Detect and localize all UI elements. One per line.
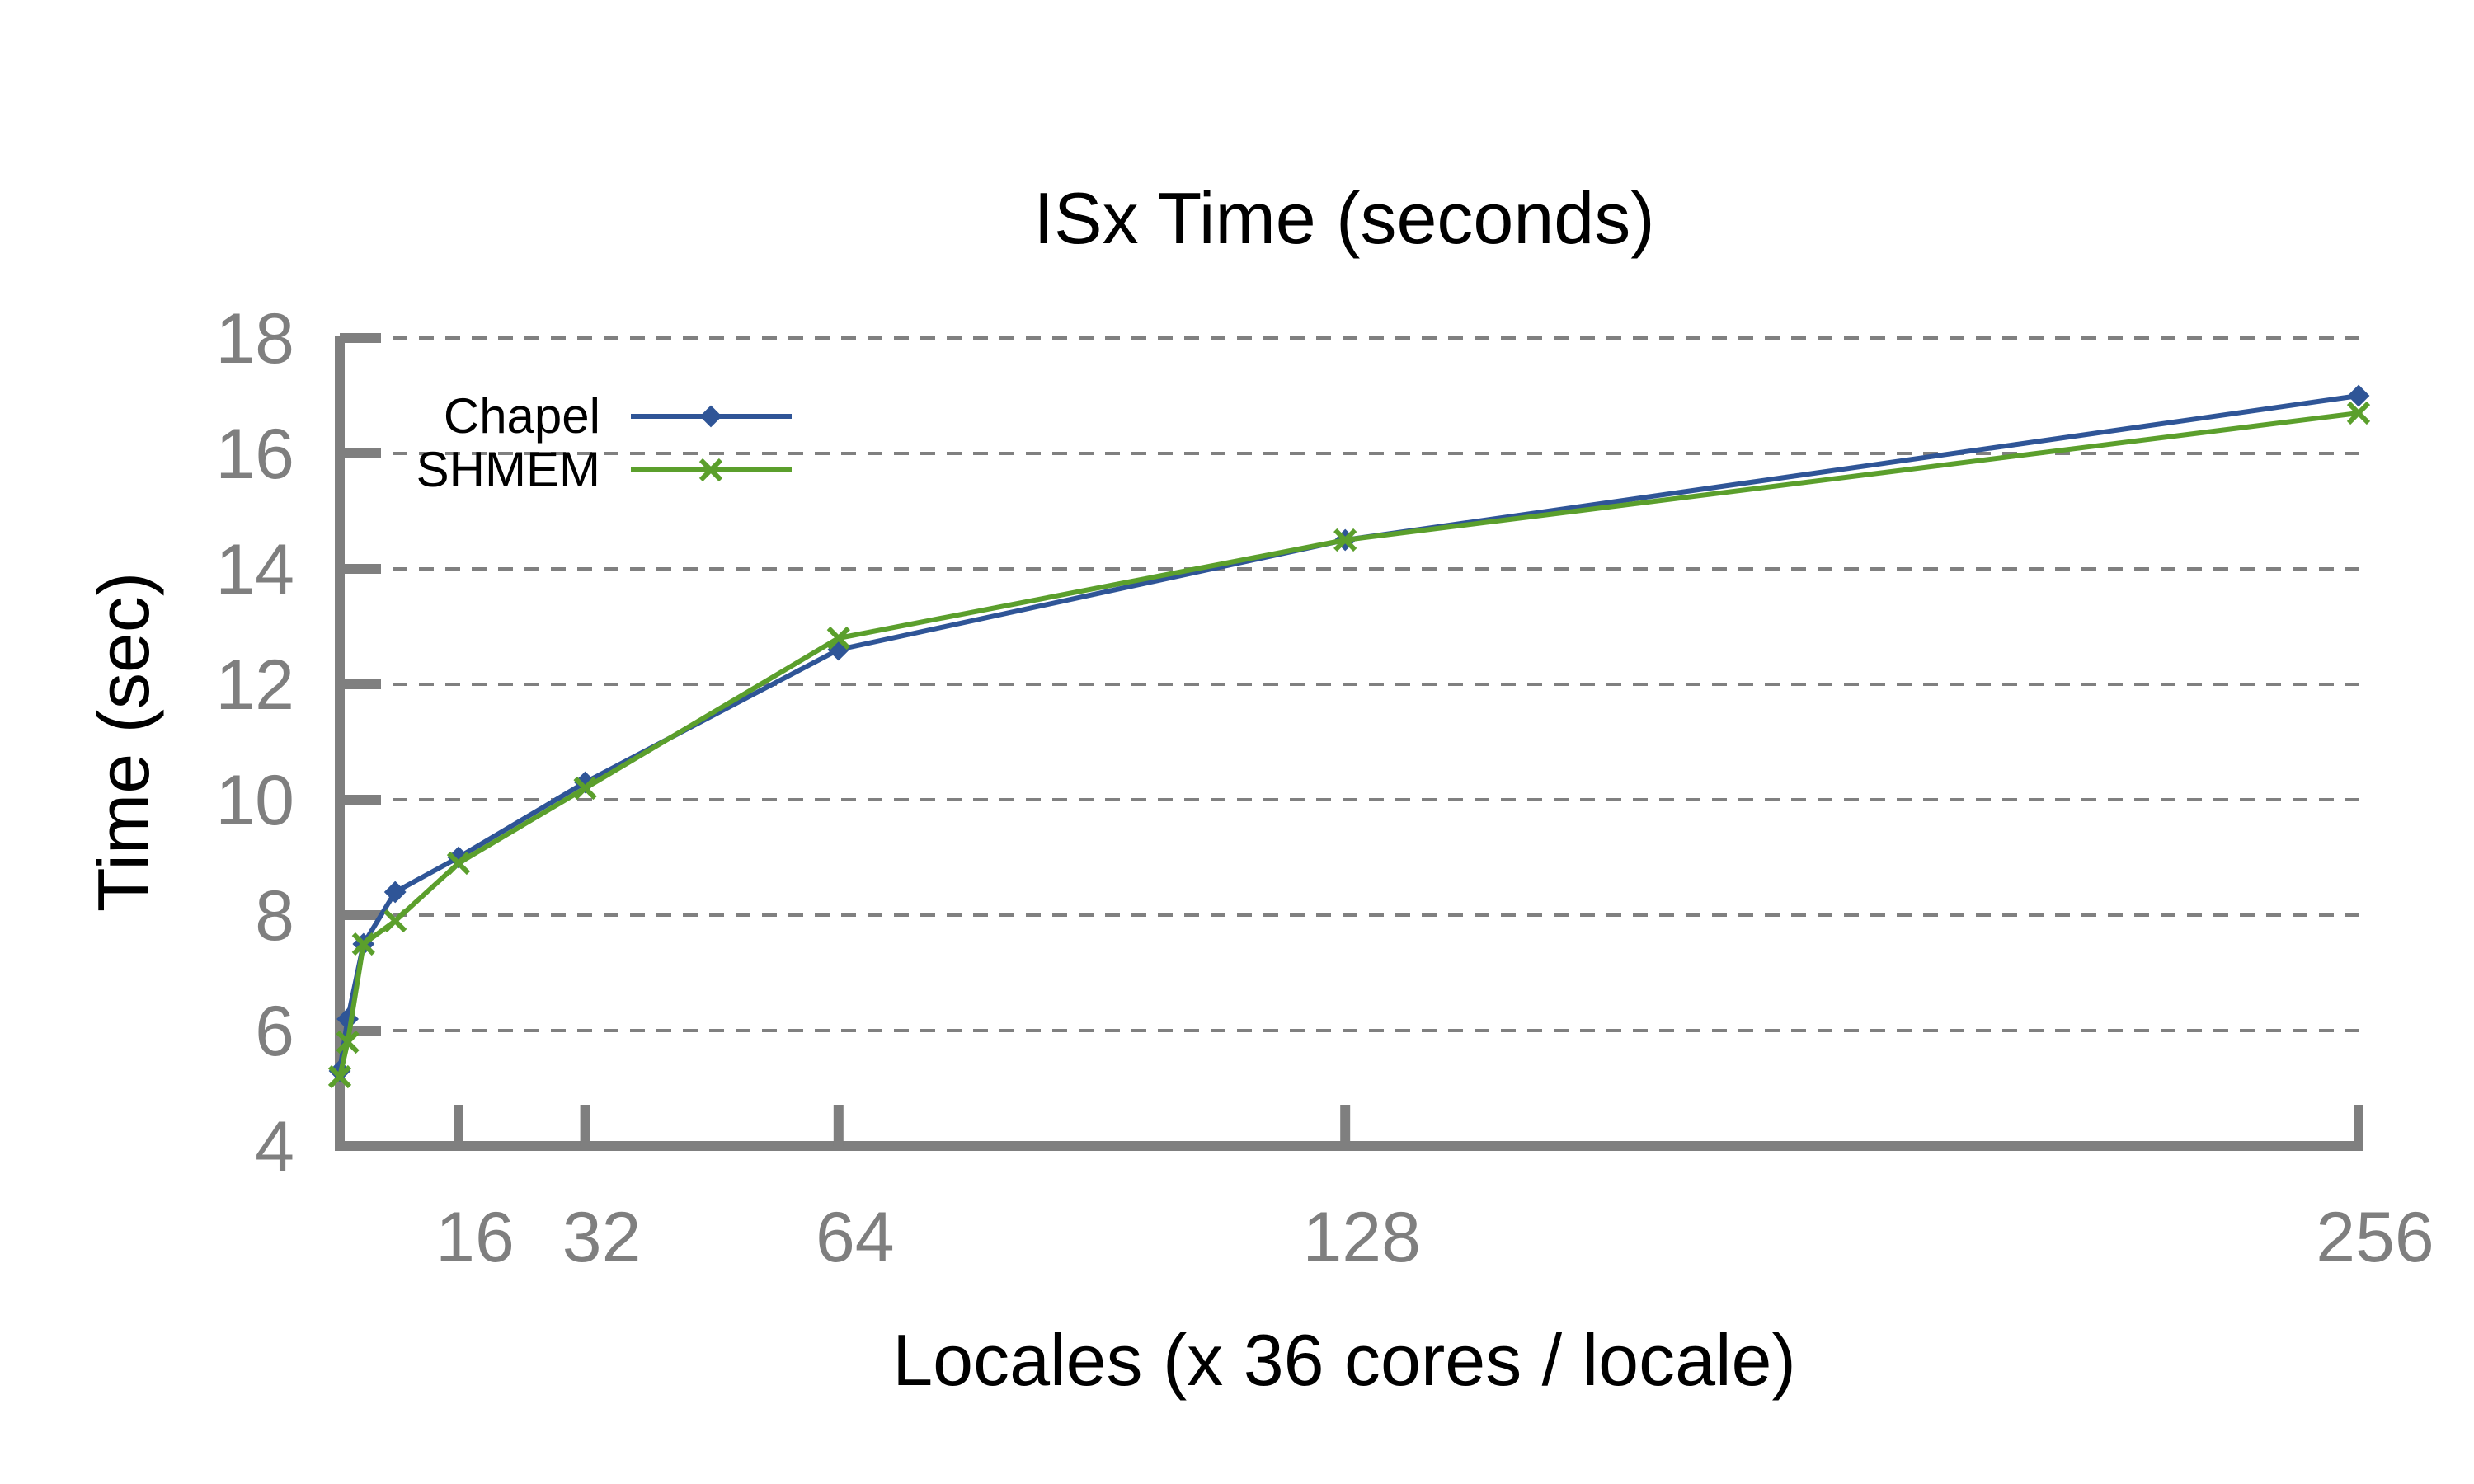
axes	[335, 336, 2363, 1151]
series-group	[327, 384, 2371, 1089]
series-chapel	[328, 384, 2370, 1082]
x-axis-ticks: 16 32 64 128 256	[435, 1105, 2434, 1277]
x-marker-stroke	[826, 626, 850, 650]
legend-label-shmem: SHMEM	[416, 442, 600, 497]
y-tick-label: 16	[215, 415, 294, 494]
series-shmem	[327, 401, 2371, 1089]
data-point-shmem	[826, 626, 850, 650]
y-axis-label: Time (sec)	[82, 572, 164, 912]
data-point-chapel	[383, 881, 407, 904]
x-marker-stroke	[1333, 528, 1357, 552]
legend-marker-shmem	[698, 458, 723, 482]
data-point-shmem	[573, 776, 597, 801]
x-axis-label: Locales (x 36 cores / locale)	[892, 1319, 1796, 1401]
data-point-shmem	[1333, 528, 1357, 552]
x-marker-stroke	[446, 851, 471, 876]
y-tick-label: 18	[215, 299, 294, 378]
x-tick-label: 128	[1302, 1198, 1421, 1277]
data-point-chapel	[2347, 384, 2370, 407]
y-tick-label: 6	[255, 992, 294, 1071]
x-marker-stroke	[573, 776, 597, 801]
x-marker-stroke	[698, 458, 723, 482]
x-tick-label: 16	[435, 1198, 515, 1277]
data-point-shmem	[351, 932, 375, 956]
data-point-shmem	[446, 851, 471, 876]
data-point-shmem	[383, 909, 407, 933]
x-marker-stroke	[351, 932, 375, 956]
x-tick-label: 256	[2316, 1198, 2434, 1277]
y-axis-ticks: 4 6 8 10 12 14 16 18	[215, 299, 381, 1186]
data-point-shmem	[336, 1030, 360, 1054]
y-tick-label: 10	[215, 761, 294, 840]
x-marker-stroke	[327, 1064, 352, 1089]
grid-lines	[340, 336, 2359, 1032]
y-tick-label: 4	[255, 1107, 294, 1186]
x-marker-stroke	[383, 909, 407, 933]
x-marker-stroke	[2346, 401, 2371, 425]
series-line-chapel	[337, 393, 2359, 1072]
chart-title: ISx Time (seconds)	[1033, 177, 1654, 259]
data-point-shmem	[327, 1064, 352, 1089]
x-tick-label: 64	[816, 1198, 895, 1277]
x-marker-stroke	[336, 1030, 360, 1054]
y-tick-label: 14	[215, 530, 294, 609]
legend-marker-chapel	[699, 405, 722, 428]
y-tick-label: 8	[255, 876, 294, 956]
series-line-shmem	[337, 411, 2359, 1078]
data-point-shmem	[2346, 401, 2371, 425]
x-tick-label: 32	[562, 1198, 642, 1277]
legend-label-chapel: Chapel	[444, 388, 600, 444]
y-tick-label: 12	[215, 646, 294, 725]
